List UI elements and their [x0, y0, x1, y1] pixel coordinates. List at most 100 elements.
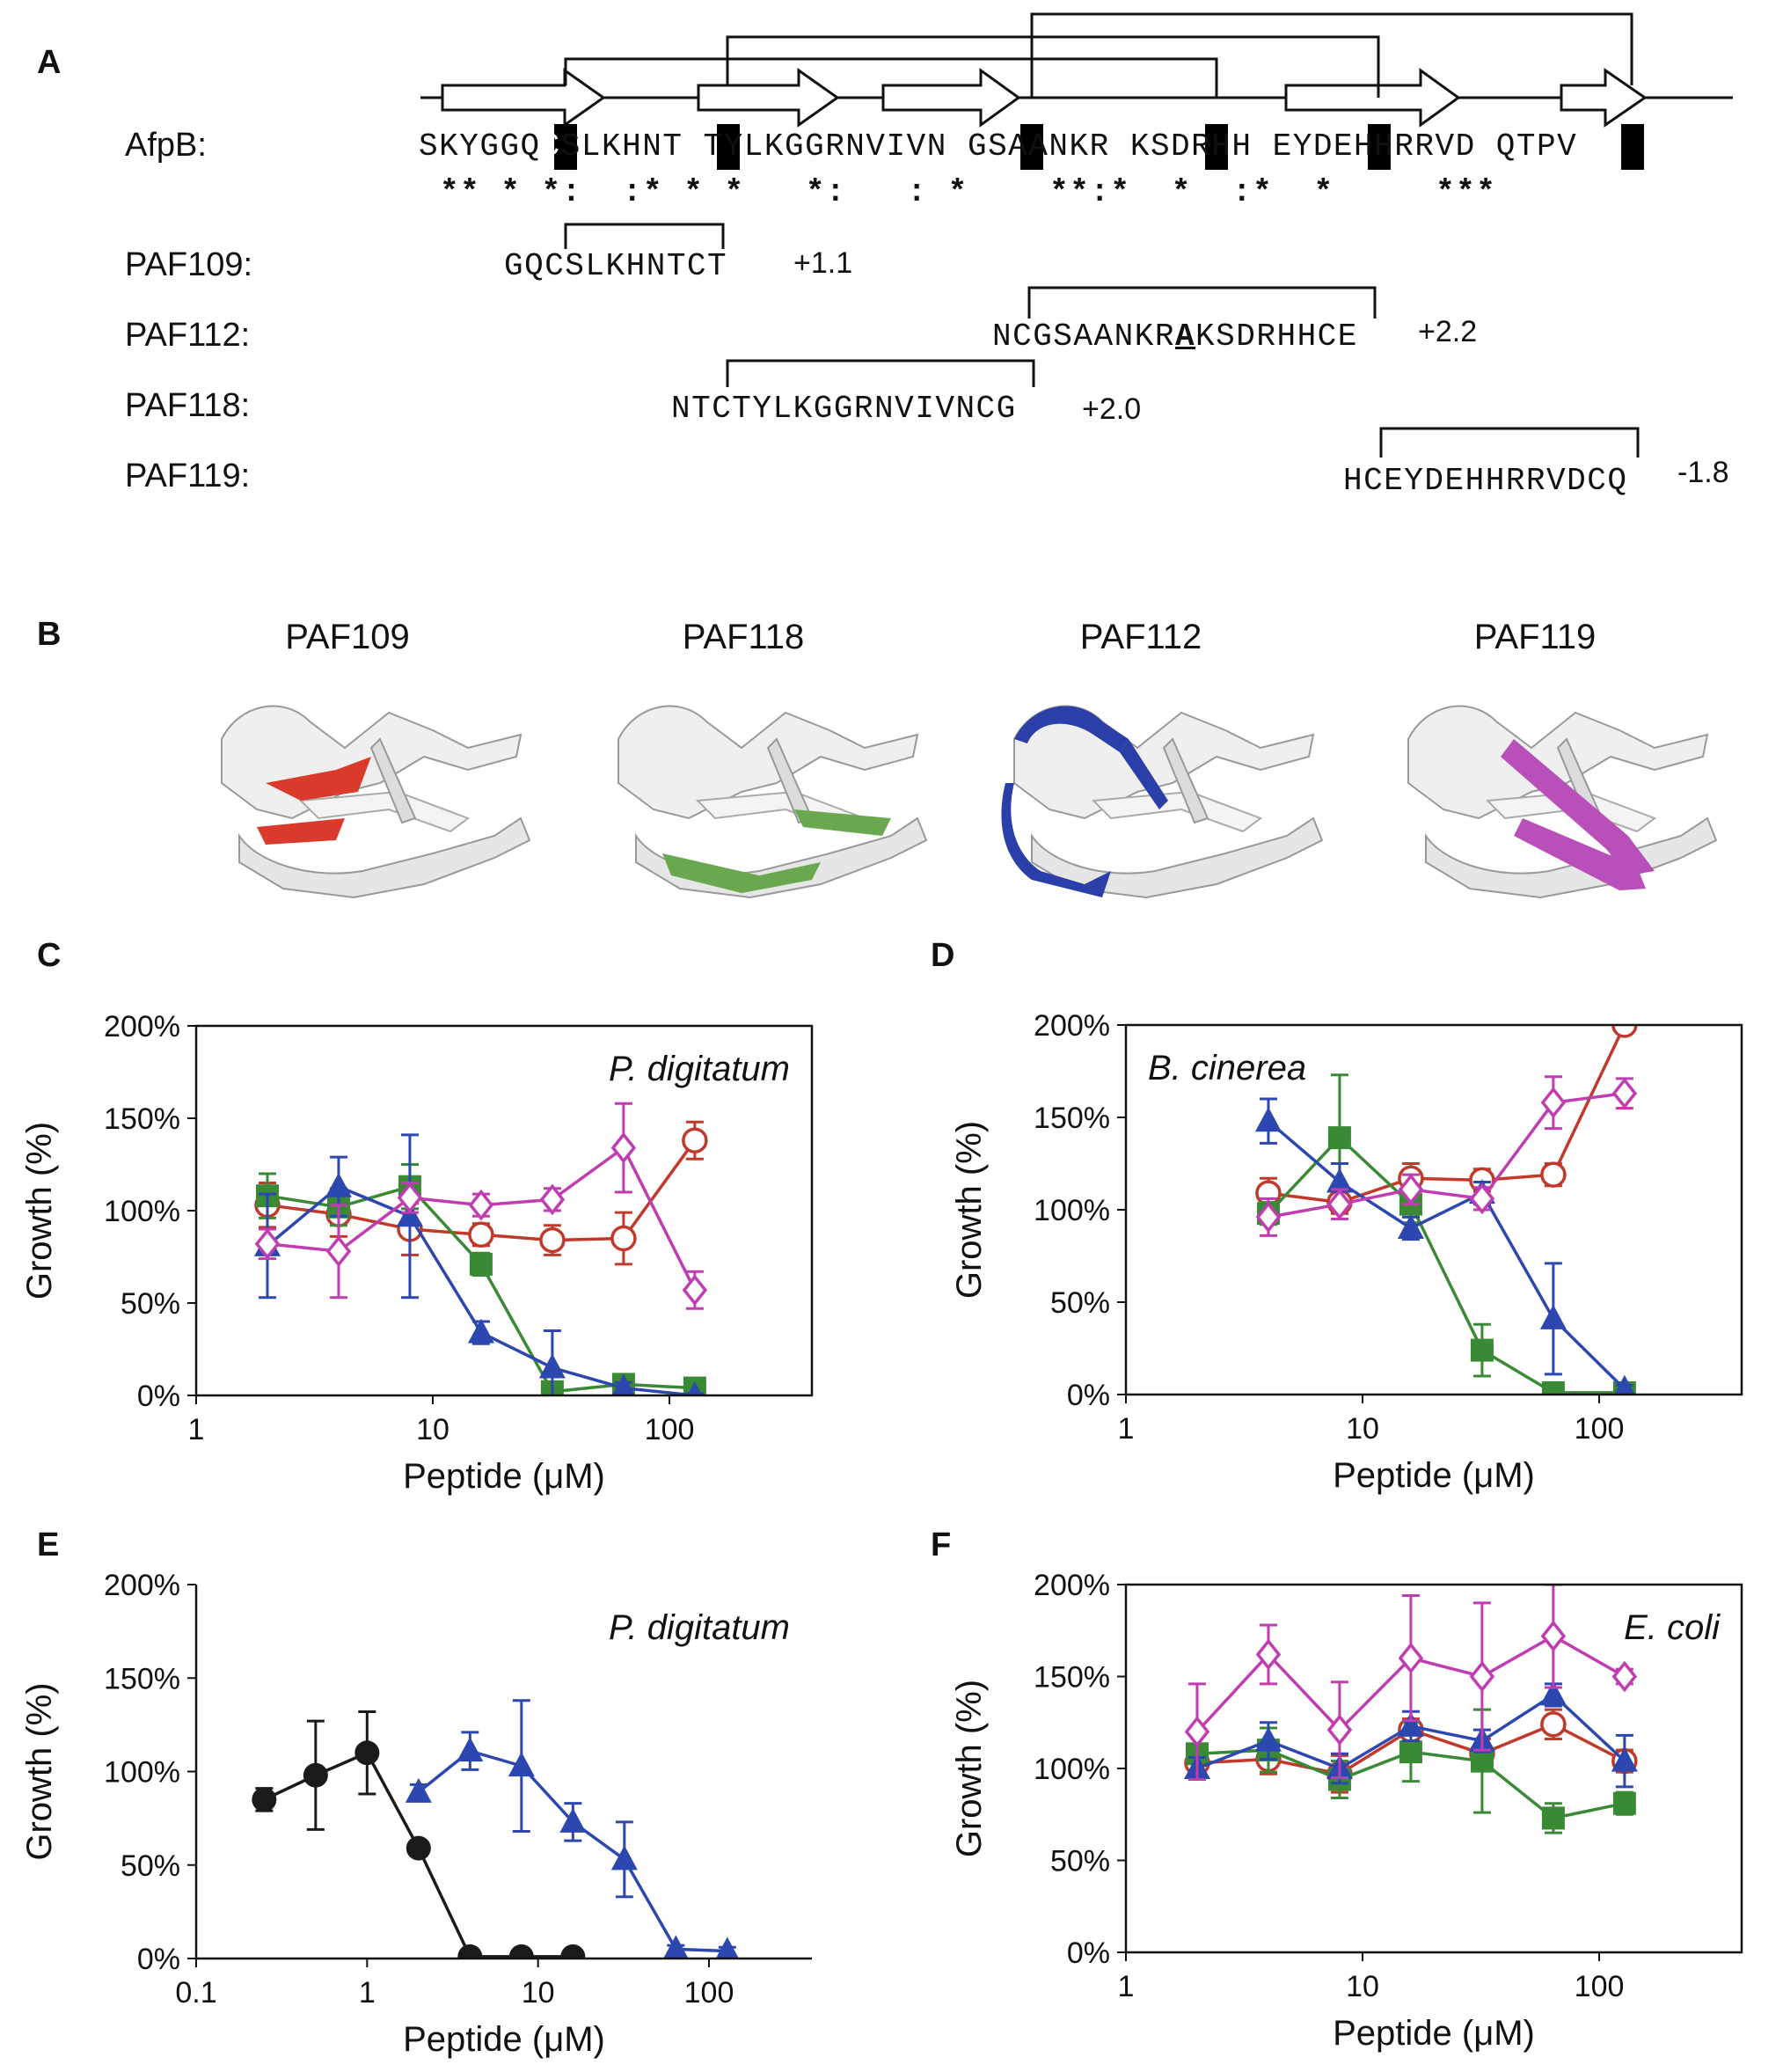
data-point-PAF112 — [396, 1202, 423, 1227]
data-point-PAF112 — [405, 1777, 432, 1803]
chart-title: B. cinerea — [1148, 1049, 1306, 1087]
y-axis-label: Growth (%) — [950, 1680, 989, 1857]
x-tick-label: 100 — [684, 1976, 734, 2010]
y-axis-label: Growth (%) — [950, 1121, 989, 1299]
x-tick-label: 100 — [645, 1413, 695, 1446]
data-point-PAF118 — [469, 1252, 493, 1276]
chart-title: P. digitatum — [609, 1050, 790, 1088]
cysteine-highlight — [1368, 124, 1391, 170]
panel-e-letter: E — [37, 1527, 60, 1563]
data-point-PAF109 — [539, 1226, 566, 1254]
cysteine-highlight — [554, 124, 577, 170]
cysteine-highlight — [1205, 124, 1228, 170]
data-point-PAF112 — [715, 1937, 739, 1959]
x-tick-label: 10 — [416, 1413, 449, 1446]
peptide-label-paf118: PAF118: — [125, 387, 251, 424]
chart-panel-c: 0% 50% 100% 150% 200% 1 10 100 Peptide (μM) Growt… — [20, 1010, 814, 1496]
data-point-PAF112 — [1539, 1680, 1567, 1706]
y-axis-label: Growth (%) — [20, 1682, 59, 1860]
secondary-structure-diagram — [420, 12, 1733, 128]
cysteine-highlight — [1621, 124, 1644, 170]
x-axis-label: Peptide (μM) — [403, 1457, 605, 1496]
x-tick-label: 1 — [359, 1976, 376, 2010]
data-point-PAF119 — [610, 1131, 637, 1164]
data-point-PAF109 — [468, 1221, 494, 1248]
plot-area — [252, 1699, 739, 1959]
peptide-brackets — [564, 223, 1640, 458]
plot-axes — [194, 1585, 812, 1960]
x-axis-label: Peptide (μM) — [1333, 1456, 1535, 1495]
plot-frame — [1124, 1583, 1743, 1954]
peptide-seq-paf118: NTCTYLKGGRNVIVNCG — [671, 391, 1017, 427]
peptide-label-paf119: PAF119: — [125, 458, 251, 494]
peptide-label-paf112: PAF112: — [125, 317, 251, 354]
data-point-PAF119 — [397, 1182, 423, 1214]
y-tick-label: 100% — [1034, 1753, 1110, 1786]
peptide-charge-paf109: +1.1 — [793, 246, 853, 280]
data-point-PAF112 — [1254, 1726, 1282, 1752]
structure-paf112 — [1001, 705, 1323, 898]
data-point-PAF112 — [611, 1373, 635, 1395]
x-tick-label: 100 — [1575, 1970, 1625, 2003]
panel-d-letter: D — [931, 937, 955, 974]
data-point-PAF118 — [1612, 1791, 1636, 1815]
plot-area — [1254, 1025, 1638, 1395]
y-tick-label: 50% — [1050, 1845, 1110, 1878]
y-tick-label: 150% — [1034, 1102, 1110, 1135]
data-point-PAF112 — [1613, 1374, 1635, 1395]
structure-title-paf109: PAF109 — [285, 618, 410, 656]
peptide-charge-paf112: +2.2 — [1418, 315, 1478, 348]
structure-paf119 — [1407, 705, 1717, 898]
series-line-PAF112 — [1267, 1119, 1626, 1390]
data-point-PAF118 — [1541, 1380, 1565, 1395]
data-point-PAF112 — [508, 1752, 535, 1777]
y-tick-label: 150% — [104, 1102, 180, 1136]
conservation-line: ** * *: :* * * *: : * **:* * :* * *** — [440, 174, 1497, 210]
data-point-PAF118 — [1399, 1740, 1422, 1764]
data-point-PAF112 — [538, 1353, 566, 1379]
plot-area — [1183, 1585, 1638, 1834]
data-point-PAF119 — [1326, 1188, 1353, 1220]
data-point-PAF119 — [1326, 1714, 1353, 1746]
y-tick-label: 150% — [104, 1662, 180, 1695]
data-point-PAF119 — [1255, 1201, 1282, 1234]
structure-title-paf119: PAF119 — [1473, 618, 1597, 656]
data-point-PAF112 — [1539, 1304, 1567, 1329]
x-tick-label: 1 — [1118, 1412, 1135, 1446]
y-tick-label: 150% — [1034, 1661, 1110, 1695]
chart-title: E. coli — [1624, 1608, 1721, 1647]
y-tick-label: 200% — [104, 1010, 180, 1043]
peptide-seq-paf109: GQCSLKHNTCT — [504, 248, 728, 284]
series-line-PAF112 — [417, 1749, 727, 1953]
data-point-PAF118 — [1327, 1126, 1351, 1150]
data-point-PAF112 — [1397, 1711, 1424, 1737]
peptide-label-paf109: PAF109: — [125, 246, 253, 283]
data-point-PAF112 — [467, 1318, 494, 1344]
x-tick-label: 10 — [522, 1976, 555, 2010]
structure-paf109 — [221, 705, 530, 898]
y-tick-label: 200% — [1034, 1569, 1110, 1602]
afpb-sequence: SKYGGQCSLKHNTCTYLKGGRNVIVNCGSAANKRCKSDRH… — [419, 128, 1578, 165]
peptide-charge-paf119: -1.8 — [1677, 456, 1729, 489]
x-tick-label: 1 — [188, 1413, 205, 1446]
chart-panel-d: 0% 50% 100% 150% 200% 1 10 100 Peptide (μM) Growt… — [950, 1009, 1743, 1495]
data-point-PAF112 — [610, 1845, 638, 1871]
data-point-PAF112 — [559, 1807, 587, 1833]
data-point-PAF119 — [1398, 1642, 1424, 1674]
peptide-seq-paf119: HCEYDEHHRRVDCQ — [1343, 463, 1628, 499]
y-tick-label: 200% — [104, 1569, 180, 1602]
peptide-seq-paf112: NCGSAANKRAKSDRHHCE — [992, 318, 1358, 355]
data-point-black — [457, 1944, 483, 1959]
data-point-PAF119 — [1184, 1716, 1210, 1748]
x-tick-label: 1 — [1118, 1970, 1135, 2003]
panel-b-letter: B — [37, 616, 62, 653]
data-point-black — [354, 1740, 380, 1766]
data-point-PAF119 — [1398, 1174, 1424, 1205]
data-point-PAF109 — [1540, 1711, 1567, 1738]
y-tick-label: 0% — [137, 1943, 180, 1976]
y-tick-label: 100% — [104, 1195, 180, 1228]
x-axis-label: Peptide (μM) — [403, 2020, 605, 2059]
plot-area — [253, 1102, 708, 1395]
data-point-PAF119 — [682, 1274, 708, 1307]
x-tick-label: 10 — [1346, 1412, 1379, 1446]
